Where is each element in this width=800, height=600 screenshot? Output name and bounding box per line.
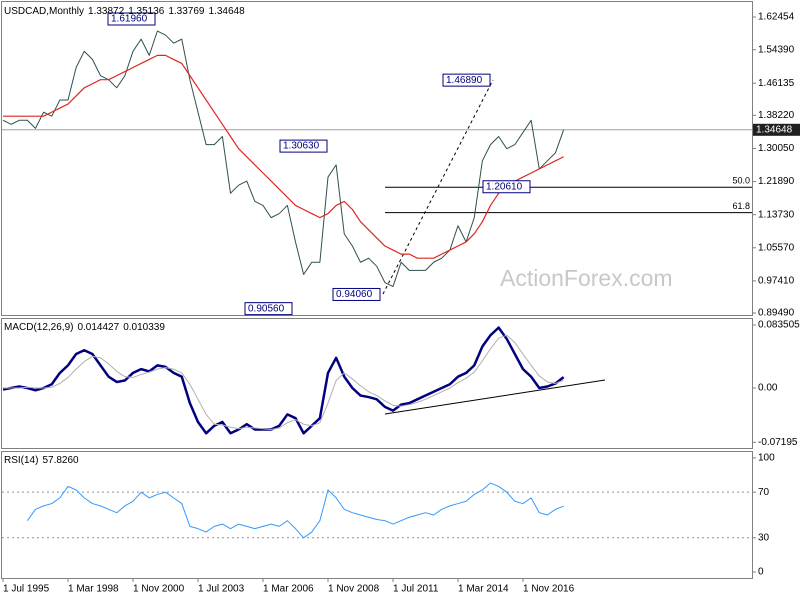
annotation-box	[442, 73, 491, 87]
macd-panel	[1, 318, 753, 449]
y-tick-label: 0.00	[758, 383, 778, 394]
x-tick-label: 1 Jul 1995	[3, 584, 50, 595]
y-tick-label: 1.54390	[758, 44, 795, 55]
header-title: USDCAD,Monthly	[4, 6, 84, 17]
y-tick-label: 1.13730	[758, 209, 795, 220]
fib-label: 50.0	[732, 176, 750, 186]
annotation-label: 1.46890	[446, 75, 483, 86]
last-price-label: 1.34648	[756, 124, 793, 135]
y-tick-label: 70	[758, 487, 770, 498]
annotation-box	[482, 180, 531, 194]
last-price-box	[753, 123, 800, 136]
series-line	[3, 54, 564, 259]
fib-label: 61.8	[732, 201, 750, 211]
series-line	[3, 334, 564, 431]
x-tick-label: 1 Nov 2000	[133, 584, 185, 595]
x-tick-label: 1 Mar 2014	[458, 584, 509, 595]
y-tick-label: 1.05570	[758, 242, 795, 253]
x-tick-label: 1 Mar 1998	[68, 584, 119, 595]
macd-trendline	[384, 379, 606, 415]
annotation-label: 1.20610	[486, 181, 523, 192]
series-line	[2, 30, 565, 288]
rsi-panel	[1, 451, 753, 579]
header-value: 1.33872	[88, 6, 125, 17]
x-tick-label: 1 Jul 2011	[393, 584, 439, 595]
y-tick-label: 100	[758, 453, 775, 464]
annotation-box	[107, 12, 156, 26]
annotation-box	[244, 302, 293, 316]
x-tick-label: 1 Nov 2016	[523, 584, 575, 595]
series-line	[2, 326, 565, 435]
annotation-label: 0.94060	[336, 289, 373, 300]
annotation-box	[279, 139, 328, 153]
panel-header: USDCAD,Monthly 1.33872 1.35136 1.33769 1.346…	[4, 6, 245, 17]
annotation-label: 1.61960	[111, 14, 148, 25]
y-tick-label: -0.07195	[758, 437, 798, 448]
header-title: RSI(14)	[4, 455, 38, 466]
annotation-box	[332, 287, 381, 301]
y-tick-label: 1.21890	[758, 176, 795, 187]
series-line	[26, 482, 564, 539]
panel-header: RSI(14) 57.8260	[4, 455, 79, 466]
y-tick-label: 1.30050	[758, 143, 795, 154]
header-value: 0.010339	[123, 322, 165, 333]
y-tick-label: 0.89490	[758, 308, 795, 319]
y-tick-label: 1.62454	[758, 12, 795, 23]
header-value: 1.34648	[209, 6, 246, 17]
price-panel	[1, 1, 753, 316]
header-value: 0.014427	[77, 322, 119, 333]
annotation-label: 1.30630	[283, 141, 320, 152]
panel-header: MACD(12,26,9) 0.014427 0.010339	[4, 322, 165, 333]
y-tick-label: 30	[758, 532, 770, 543]
watermark: ActionForex.com	[500, 265, 673, 291]
header-value: 57.8260	[42, 455, 79, 466]
y-tick-label: 1.38220	[758, 110, 795, 121]
x-tick-label: 1 Mar 2006	[263, 584, 314, 595]
y-tick-label: 0	[758, 567, 764, 578]
y-tick-label: 0.97410	[758, 276, 795, 287]
x-tick-label: 1 Jul 2003	[198, 584, 245, 595]
header-value: 1.33769	[168, 6, 205, 17]
header-title: MACD(12,26,9)	[4, 322, 73, 333]
annotation-label: 0.90560	[248, 303, 285, 314]
header-value: 1.35136	[128, 6, 165, 17]
y-tick-label: 1.46135	[758, 78, 795, 89]
y-tick-label: 0.083505	[758, 320, 800, 331]
x-tick-label: 1 Nov 2008	[328, 584, 380, 595]
